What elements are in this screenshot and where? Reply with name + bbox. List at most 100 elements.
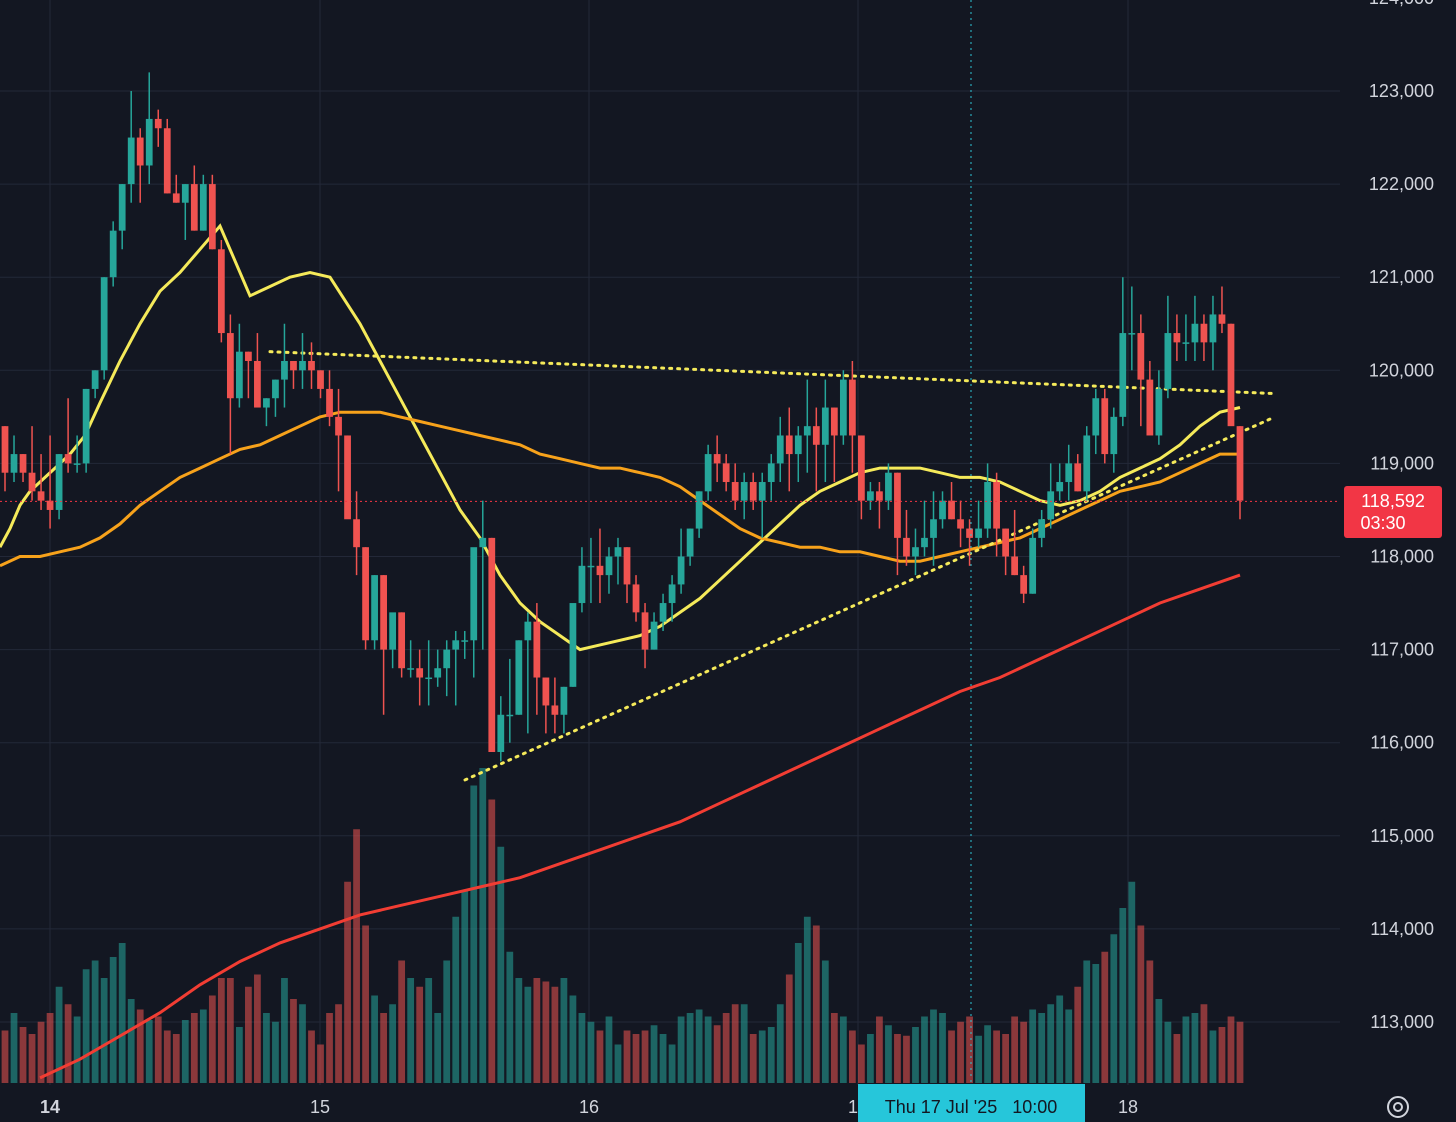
volume-bar bbox=[452, 916, 460, 1083]
candle-body bbox=[758, 482, 766, 501]
candle-body bbox=[659, 603, 667, 622]
last-price-badge-bg bbox=[1344, 486, 1442, 538]
volume-bar bbox=[443, 960, 451, 1083]
candle-body bbox=[353, 519, 360, 548]
y-tick-label: 113,000 bbox=[1370, 1012, 1434, 1032]
volume-bar bbox=[578, 1013, 586, 1083]
volume-bar bbox=[1128, 881, 1136, 1083]
volume-bar bbox=[894, 1034, 901, 1083]
settings-gear-icon[interactable] bbox=[1387, 1096, 1409, 1118]
volume-bar bbox=[885, 1025, 892, 1083]
volume-bar bbox=[308, 1030, 315, 1083]
volume-bar bbox=[993, 1030, 1000, 1083]
volume-bar bbox=[290, 999, 297, 1083]
candle-body bbox=[497, 714, 505, 753]
volume-bar bbox=[1020, 1021, 1028, 1083]
candle-body bbox=[803, 426, 811, 436]
volume-bar bbox=[28, 1034, 36, 1083]
last-price-badge: 118,592 03:30 bbox=[1344, 486, 1442, 538]
volume-bar bbox=[821, 960, 829, 1083]
candle-body bbox=[975, 528, 982, 538]
candle-body bbox=[1164, 333, 1172, 389]
volume-bars bbox=[1, 768, 1244, 1083]
volume-bar bbox=[867, 1034, 874, 1083]
candle-body bbox=[290, 360, 297, 371]
candle-body bbox=[217, 249, 225, 334]
candle-body bbox=[1200, 323, 1208, 343]
y-tick-label: 121,000 bbox=[1369, 267, 1434, 287]
candle-body bbox=[235, 351, 243, 399]
volume-bar bbox=[560, 978, 568, 1083]
crosshair-time-badge: Thu 17 Jul '25 10:00 bbox=[858, 1084, 1085, 1122]
candle-body bbox=[1236, 426, 1244, 501]
volume-bar bbox=[966, 1016, 973, 1083]
volume-bar bbox=[1092, 964, 1100, 1083]
candle-body bbox=[208, 184, 216, 250]
volume-bar bbox=[245, 986, 252, 1083]
y-tick-label: 119,000 bbox=[1370, 453, 1434, 473]
candle-body bbox=[73, 463, 81, 465]
y-tick-label: 115,000 bbox=[1370, 826, 1434, 846]
volume-bar bbox=[632, 1034, 640, 1083]
candle-body bbox=[632, 584, 640, 613]
candle-body bbox=[569, 603, 577, 687]
volume-bar bbox=[181, 1020, 189, 1083]
candle-body bbox=[551, 705, 559, 715]
candle-body bbox=[668, 584, 676, 604]
volume-bar bbox=[208, 995, 216, 1083]
volume-bar bbox=[515, 978, 523, 1083]
candle-body bbox=[1191, 323, 1199, 343]
volume-bar bbox=[876, 1016, 883, 1083]
crosshair-time-badge-bg bbox=[858, 1084, 1085, 1122]
volume-bar bbox=[659, 1034, 667, 1083]
candle-body bbox=[1110, 416, 1118, 455]
volume-bar bbox=[839, 1016, 847, 1083]
volume-bar bbox=[623, 1030, 631, 1083]
gear-inner bbox=[1393, 1102, 1403, 1112]
price-axis[interactable]: 113,000 114,000 115,000 116,000 117,000 118,0… bbox=[1369, 0, 1434, 1032]
candle-body bbox=[136, 137, 144, 166]
candle-body bbox=[118, 184, 126, 231]
candle-body bbox=[154, 118, 162, 129]
volume-bar bbox=[326, 1013, 333, 1083]
volume-bar bbox=[1146, 960, 1154, 1083]
candle-body bbox=[686, 528, 694, 557]
candle-body bbox=[452, 640, 460, 650]
candle-body bbox=[109, 230, 117, 278]
volume-bar bbox=[199, 1009, 207, 1083]
volume-bar bbox=[506, 951, 514, 1083]
volume-bar bbox=[695, 1009, 703, 1083]
volume-bar bbox=[1236, 1021, 1244, 1083]
volume-bar bbox=[1047, 1004, 1055, 1083]
volume-bar bbox=[1101, 951, 1109, 1083]
time-axis[interactable]: 1415161718 bbox=[40, 1097, 1138, 1117]
volume-bar bbox=[254, 974, 261, 1083]
candle-body bbox=[885, 472, 892, 501]
volume-bar bbox=[596, 1030, 604, 1083]
volume-bar bbox=[217, 978, 225, 1083]
candle-body bbox=[254, 360, 261, 408]
volume-bar bbox=[551, 986, 559, 1083]
candle-body bbox=[181, 184, 189, 203]
volume-bar bbox=[939, 1013, 946, 1083]
volume-bar bbox=[858, 1044, 865, 1083]
x-tick-label: 15 bbox=[310, 1097, 330, 1117]
volume-bar bbox=[984, 1025, 991, 1083]
volume-bar bbox=[587, 1021, 595, 1083]
candle-body bbox=[28, 472, 36, 492]
volume-bar bbox=[407, 978, 415, 1083]
volume-bar bbox=[921, 1016, 928, 1083]
candle-body bbox=[1011, 556, 1019, 576]
candle-body bbox=[389, 612, 397, 650]
volume-bar bbox=[704, 1016, 712, 1083]
y-tick-label: 117,000 bbox=[1370, 640, 1434, 660]
volume-bar bbox=[416, 986, 424, 1083]
volume-bar bbox=[1110, 934, 1118, 1083]
candle-body bbox=[993, 482, 1000, 529]
candle-body bbox=[416, 668, 424, 678]
volume-bar bbox=[668, 1044, 676, 1083]
x-tick-label: 14 bbox=[40, 1097, 60, 1117]
candle-body bbox=[362, 547, 369, 641]
